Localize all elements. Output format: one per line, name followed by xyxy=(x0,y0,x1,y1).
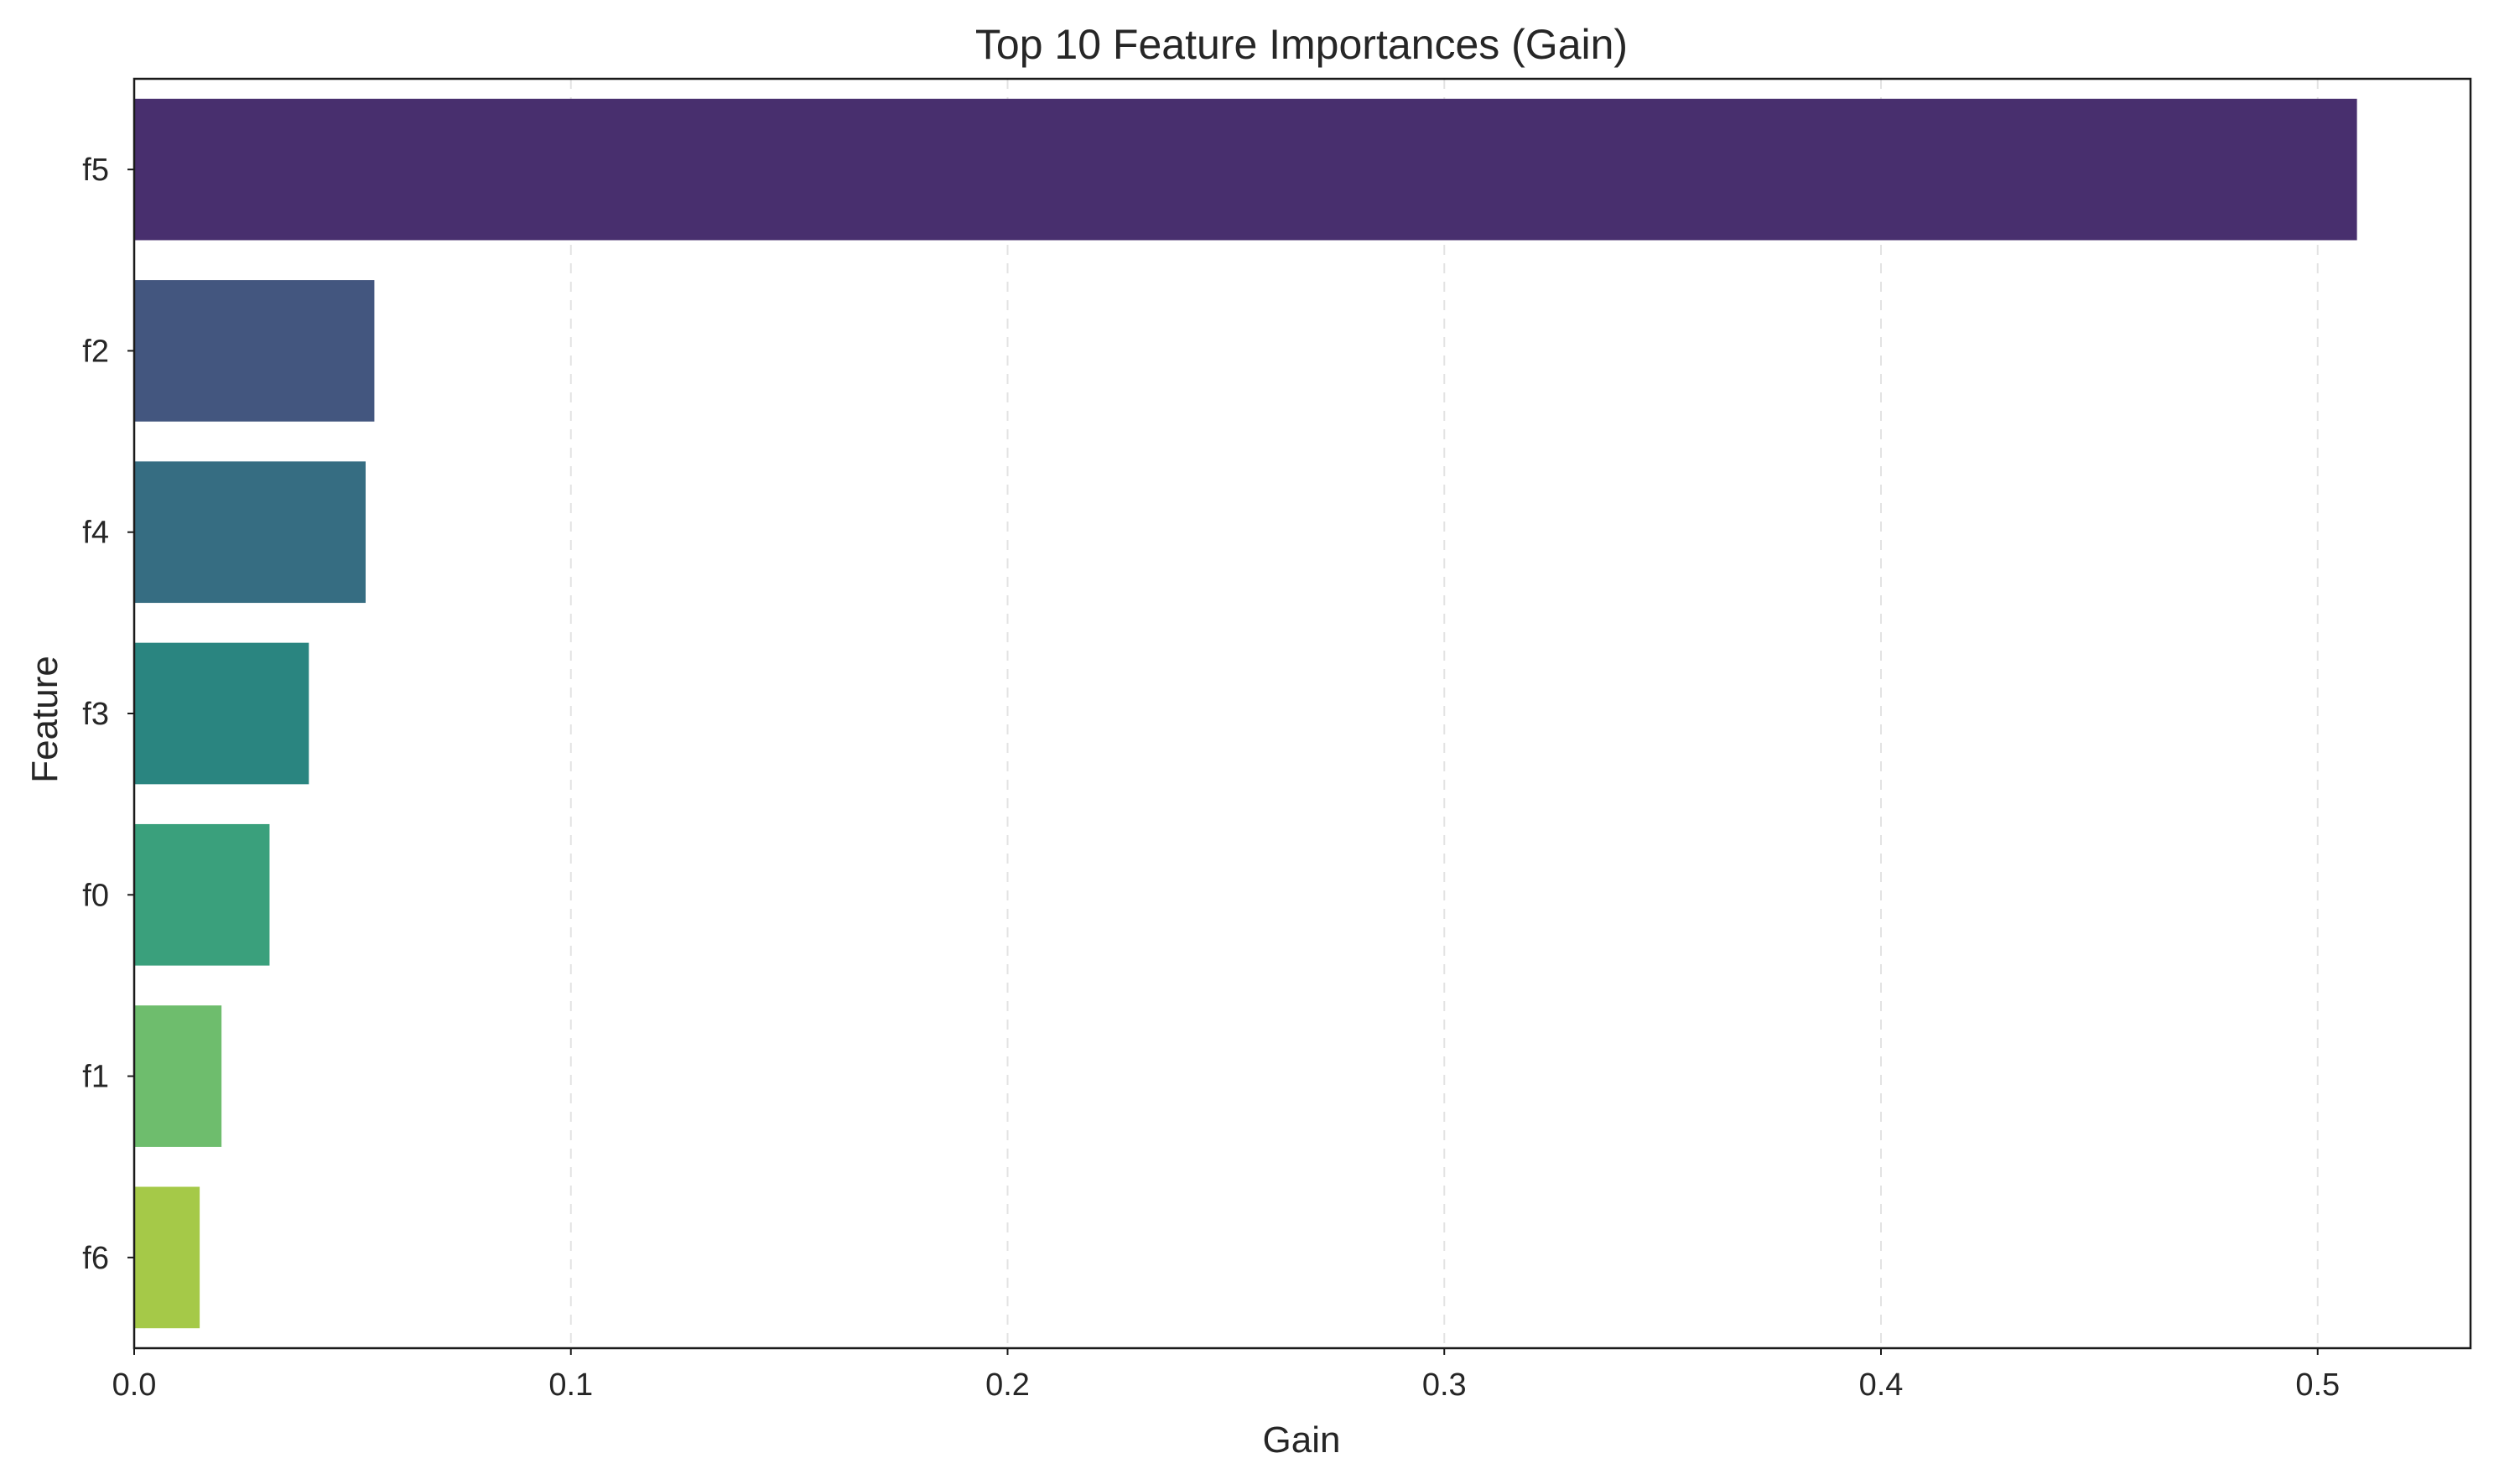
y-tick-label: f1 xyxy=(82,1060,109,1095)
x-tick-label: 0.0 xyxy=(112,1367,157,1403)
bar-f3 xyxy=(134,642,309,785)
bar-f2 xyxy=(134,280,375,422)
y-axis-label: Feature xyxy=(24,656,65,783)
x-axis-ticks: 0.0 0.1 0.2 0.3 0.4 0.5 xyxy=(112,1348,2340,1403)
y-tick-label: f3 xyxy=(82,697,109,732)
y-tick-label: f6 xyxy=(82,1241,109,1276)
bar-f6 xyxy=(134,1186,200,1329)
bar-f4 xyxy=(134,461,366,604)
x-axis-label: Gain xyxy=(1263,1419,1341,1461)
x-tick-label: 0.1 xyxy=(548,1367,593,1403)
bar-f5 xyxy=(134,98,2357,241)
gridlines xyxy=(569,79,2319,1348)
bar-f1 xyxy=(134,1005,222,1147)
x-tick-label: 0.4 xyxy=(1859,1367,1904,1403)
bar-f0 xyxy=(134,823,270,966)
x-tick-label: 0.3 xyxy=(1422,1367,1467,1403)
y-tick-label: f0 xyxy=(82,878,109,913)
x-tick-label: 0.2 xyxy=(985,1367,1030,1403)
y-tick-label: f5 xyxy=(82,153,109,188)
y-tick-label: f4 xyxy=(82,516,109,551)
x-tick-label: 0.5 xyxy=(2295,1367,2340,1403)
y-tick-label: f2 xyxy=(82,334,109,369)
chart-title: Top 10 Feature Importances (Gain) xyxy=(975,21,1628,68)
y-axis-ticks: f5 f2 f4 f3 f0 f1 f6 xyxy=(82,153,134,1276)
bars xyxy=(134,98,2357,1329)
